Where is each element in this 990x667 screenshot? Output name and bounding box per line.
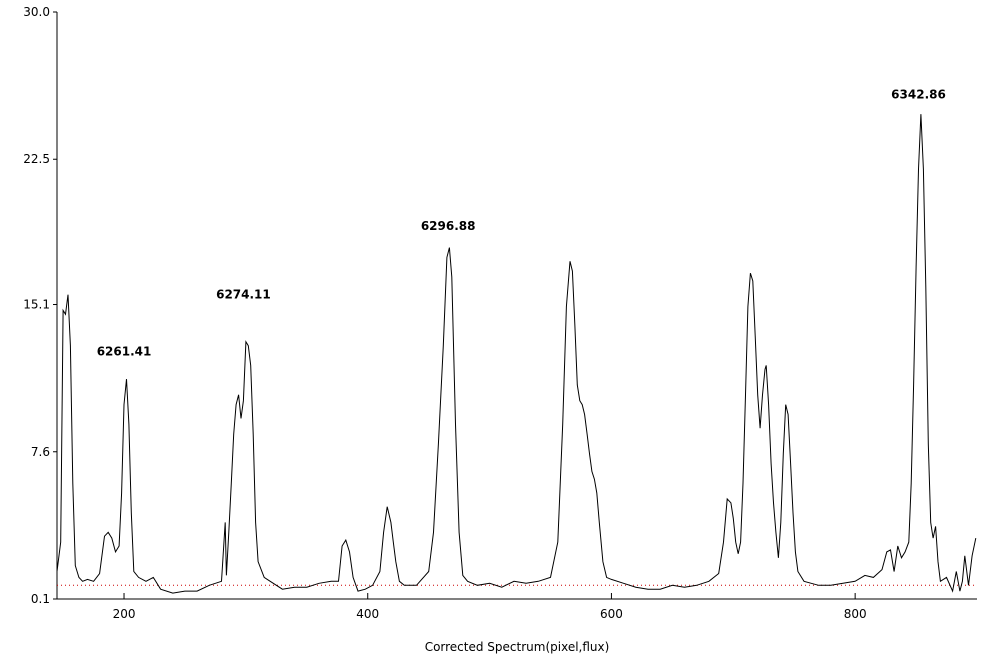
peak-annotations: 6261.41 6274.11 6296.88 6342.86 xyxy=(97,87,946,358)
x-tick-label: 400 xyxy=(356,607,379,621)
spectrum-line xyxy=(56,114,977,594)
chart-axes xyxy=(56,12,977,600)
peak-label: 6261.41 xyxy=(97,345,152,359)
y-tick-label: 0.1 xyxy=(31,592,50,606)
x-tick-label: 200 xyxy=(113,607,136,621)
y-tick-label: 15.1 xyxy=(23,298,50,312)
peak-label: 6296.88 xyxy=(421,219,476,233)
y-tick-label: 22.5 xyxy=(23,152,50,166)
x-tick-label: 800 xyxy=(844,607,867,621)
x-tick-label: 600 xyxy=(600,607,623,621)
x-ticks: 200 400 600 800 xyxy=(113,593,867,621)
y-tick-label: 7.6 xyxy=(31,445,50,459)
peak-label: 6274.11 xyxy=(216,288,271,302)
y-ticks: 0.1 7.6 15.1 22.5 30.0 xyxy=(23,5,57,606)
y-tick-label: 30.0 xyxy=(23,5,50,19)
peak-label: 6342.86 xyxy=(891,87,946,101)
x-axis-title: Corrected Spectrum(pixel,flux) xyxy=(425,640,610,654)
